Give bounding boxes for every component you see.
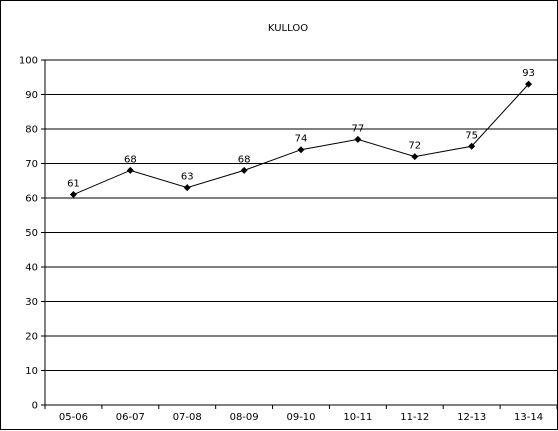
y-tick-label: 0 [32, 401, 38, 412]
x-tick-label: 05-06 [59, 412, 88, 423]
data-label: 68 [238, 154, 251, 165]
data-labels: 61 68 63 68 74 77 72 75 93 [67, 68, 535, 189]
y-tick-label: 100 [19, 56, 38, 67]
data-point [525, 80, 533, 88]
data-label: 63 [181, 172, 194, 183]
data-label: 74 [295, 134, 308, 145]
data-label: 77 [352, 123, 365, 134]
y-tick-label: 90 [25, 90, 38, 101]
chart-title: KULLOO [268, 23, 308, 34]
x-tick-label: 07-08 [173, 412, 202, 423]
y-tick-label: 40 [25, 263, 38, 274]
y-tick-label: 60 [25, 194, 38, 205]
gridlines [45, 59, 557, 371]
y-tick-label: 80 [25, 125, 38, 136]
data-label: 75 [465, 130, 478, 141]
y-tick-labels: 0 10 20 30 40 50 60 70 80 90 100 [19, 56, 45, 412]
data-point [297, 146, 305, 154]
x-tick-label: 13-14 [514, 412, 543, 423]
x-tick-label: 09-10 [286, 412, 315, 423]
x-tick-label: 10-11 [343, 412, 372, 423]
data-label: 61 [67, 179, 80, 190]
y-tick-label: 70 [25, 159, 38, 170]
data-label: 72 [408, 141, 421, 152]
data-point [183, 184, 191, 192]
x-tick-label: 12-13 [457, 412, 486, 423]
data-label: 68 [124, 154, 137, 165]
data-point [240, 166, 248, 174]
y-tick-label: 10 [25, 366, 38, 377]
x-tick-label: 08-09 [230, 412, 259, 423]
y-tick-label: 30 [25, 297, 38, 308]
data-point [354, 135, 362, 143]
data-point [126, 166, 134, 174]
data-point [468, 142, 476, 150]
y-tick-label: 50 [25, 228, 38, 239]
x-tick-labels: 05-06 06-07 07-08 08-09 09-10 10-11 11-12 12-13… [44, 405, 558, 423]
data-label: 93 [522, 68, 535, 79]
data-point [411, 153, 419, 161]
y-tick-label: 20 [25, 332, 38, 343]
data-point [69, 191, 77, 199]
x-tick-label: 11-12 [400, 412, 429, 423]
data-markers [69, 80, 533, 199]
x-tick-label: 06-07 [116, 412, 145, 423]
